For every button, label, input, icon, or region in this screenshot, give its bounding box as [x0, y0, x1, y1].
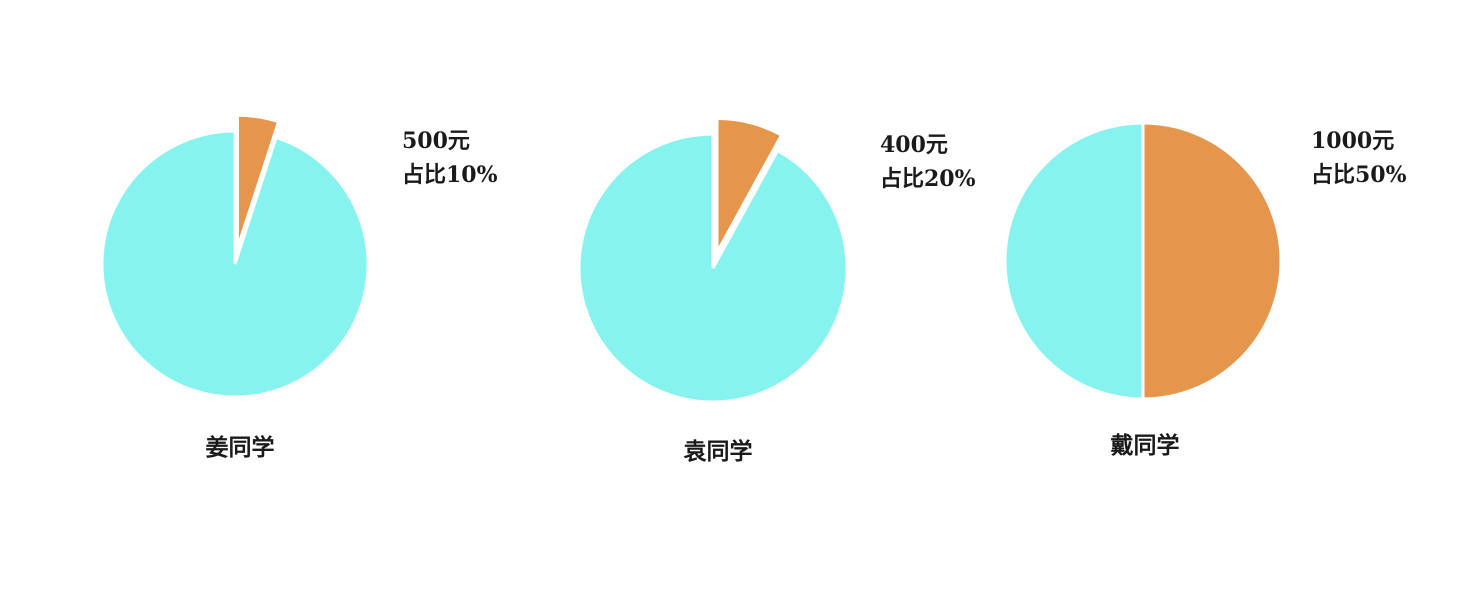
pie-1-highlight-slice	[236, 113, 281, 249]
pie-1-value-label: 500元 占比10%	[402, 124, 498, 192]
pie-2-highlight-slice	[715, 117, 784, 254]
pie-3-highlight-slice	[1141, 121, 1283, 401]
pie-1-rest-slice	[100, 129, 370, 399]
pie-3-name: 戴同学	[1110, 432, 1180, 459]
share-label: 占比10%	[402, 162, 498, 188]
pie-3-value-label: 1000元 占比50%	[1311, 124, 1407, 192]
share-label: 占比20%	[880, 166, 976, 192]
pie-2-value-label: 400元 占比20%	[880, 128, 976, 196]
pie-1-name: 姜同学	[205, 434, 275, 461]
pie-2-rest-slice	[577, 132, 849, 404]
amount-label: 500元	[402, 128, 470, 154]
amount-label: 1000元	[1311, 128, 1395, 154]
pie-2-name: 袁同学	[683, 438, 753, 465]
share-label: 占比50%	[1311, 162, 1407, 188]
amount-label: 400元	[880, 132, 948, 158]
pie-3-rest-slice	[1003, 121, 1145, 401]
